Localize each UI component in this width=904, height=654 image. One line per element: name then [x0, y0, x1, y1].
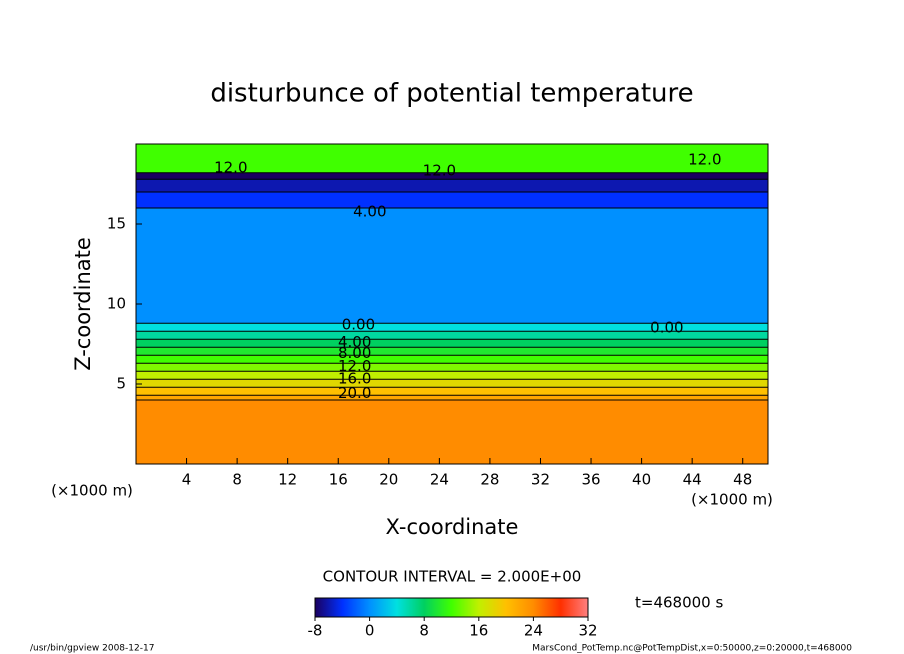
colorbar-tick-label: 16	[469, 622, 488, 640]
field-band	[136, 371, 768, 380]
field-band	[136, 144, 768, 173]
contour-label: 16.0	[338, 370, 371, 388]
colorbar-tick-label: 0	[365, 622, 375, 640]
x-tick-label: 8	[232, 471, 242, 489]
contour-label: 12.0	[338, 357, 371, 375]
contour-label: 8.00	[338, 344, 371, 362]
field-band	[136, 323, 768, 332]
x-tick-label: 44	[683, 471, 702, 489]
x-axis-label: X-coordinate	[386, 515, 519, 539]
colorbar-tick-label: 32	[578, 622, 597, 640]
contour-label: 4.00	[338, 333, 371, 351]
chart-title: disturbunce of potential temperature	[210, 79, 693, 109]
y-tick-label: 5	[116, 375, 126, 393]
y-unit: (×1000 m)	[51, 482, 133, 500]
field-band	[136, 208, 768, 324]
field-band	[136, 172, 768, 180]
field-band	[136, 355, 768, 364]
field-band	[136, 339, 768, 348]
colorbar	[314, 597, 589, 618]
field-band	[136, 400, 768, 464]
colorbar-tick-label: 8	[419, 622, 429, 640]
field-band	[136, 192, 768, 208]
x-tick-label: 28	[480, 471, 499, 489]
field-band	[136, 387, 768, 396]
x-tick-label: 36	[581, 471, 600, 489]
contour-label: 0.00	[650, 319, 683, 337]
contour-label: 4.00	[353, 203, 386, 221]
y-axis-label: Z-coordinate	[71, 237, 95, 371]
footer-right: MarsCond_PotTemp.nc@PotTempDist,x=0:5000…	[532, 644, 852, 654]
x-tick-label: 32	[531, 471, 550, 489]
field-band	[136, 363, 768, 372]
time-label: t=468000 s	[635, 594, 723, 612]
field-band	[136, 347, 768, 356]
colorbar-tick-label: -8	[308, 622, 323, 640]
colorbar-tick-label: 24	[524, 622, 543, 640]
contour-label: 20.0	[338, 384, 371, 402]
x-tick-label: 4	[182, 471, 192, 489]
contour-label: 12.0	[214, 159, 247, 177]
x-tick-label: 48	[733, 471, 752, 489]
field-band	[136, 179, 768, 192]
x-tick-label: 20	[379, 471, 398, 489]
x-tick-label: 12	[278, 471, 297, 489]
x-unit: (×1000 m)	[691, 491, 773, 509]
contour-label: 12.0	[688, 151, 721, 169]
y-tick-label: 10	[107, 295, 126, 313]
x-tick-label: 16	[329, 471, 348, 489]
contour-label: 0.00	[342, 315, 375, 333]
y-tick-label: 15	[107, 215, 126, 233]
field-band	[136, 379, 768, 388]
field-band	[136, 331, 768, 340]
x-tick-label: 24	[430, 471, 449, 489]
footer-left: /usr/bin/gpview 2008-12-17	[30, 644, 154, 654]
contour-interval: CONTOUR INTERVAL = 2.000E+00	[323, 568, 582, 586]
x-tick-label: 40	[632, 471, 651, 489]
contour-label: 12.0	[423, 162, 456, 180]
field-band	[136, 395, 768, 400]
